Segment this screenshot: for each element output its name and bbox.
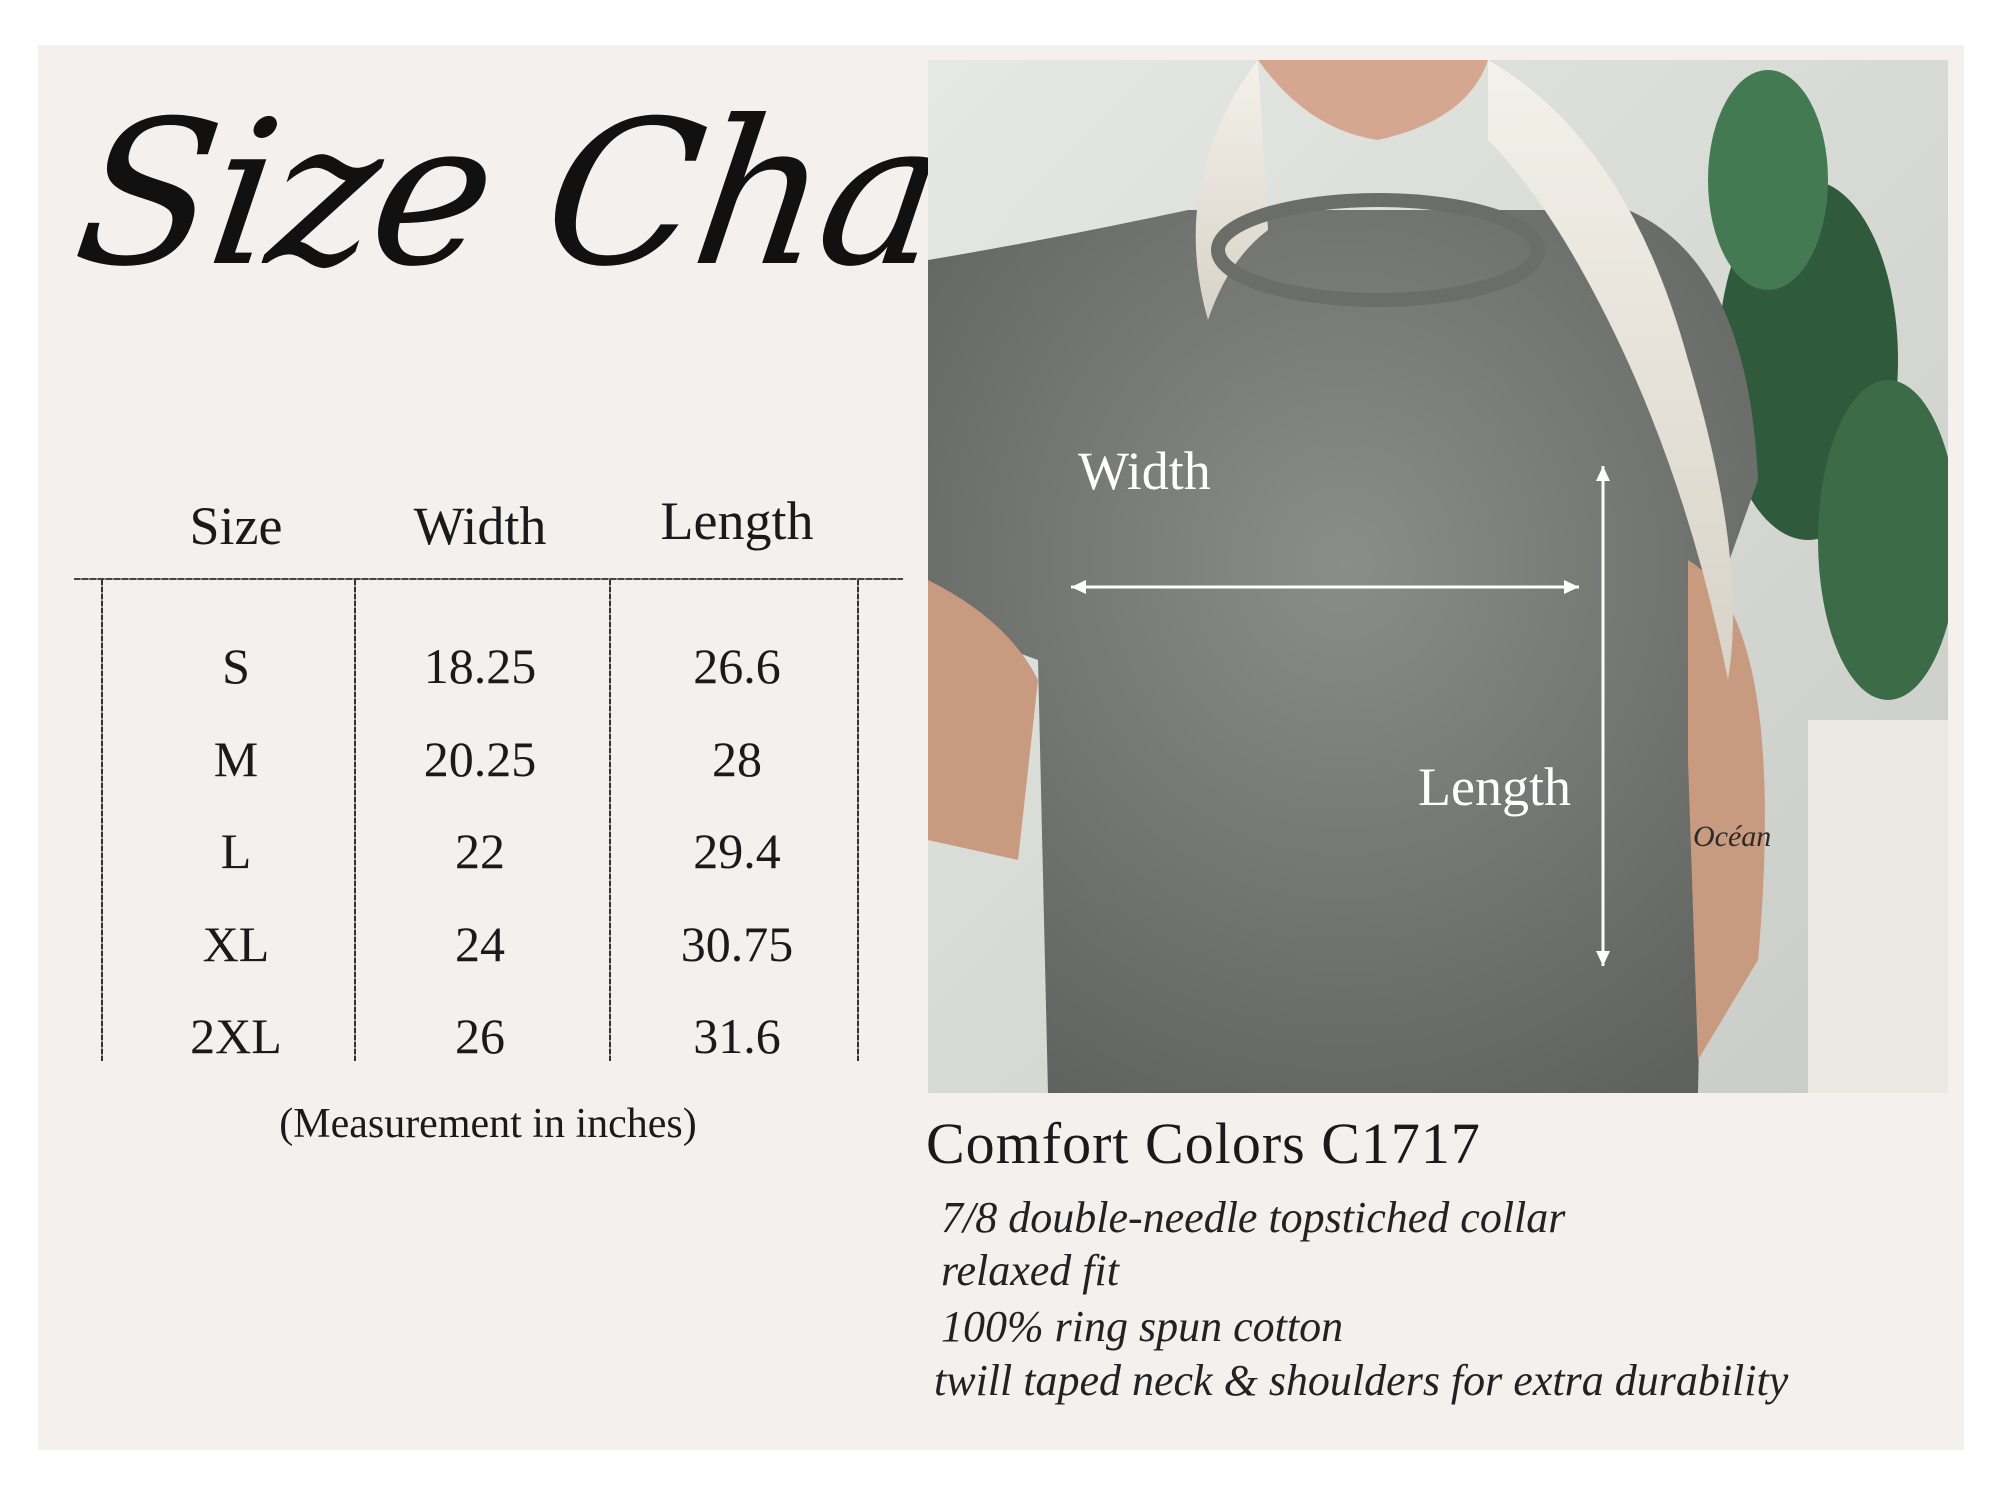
cell-length: 28 (712, 731, 762, 787)
feature-item: relaxed fit (941, 1246, 1119, 1295)
cell-length: 26.6 (693, 638, 781, 694)
table-column-divider (857, 580, 859, 1061)
table-header-divider (74, 578, 903, 580)
model-photo-illustration (928, 60, 1948, 1093)
product-name: Comfort Colors C1717 (926, 1111, 1481, 1176)
table-column-divider (101, 580, 103, 1061)
cell-size: 2XL (190, 1008, 282, 1064)
table-column-divider (609, 580, 611, 1061)
model-photo: Width Length Océan (928, 60, 1948, 1093)
cell-width: 18.25 (423, 638, 537, 694)
header-length: Length (660, 491, 814, 551)
cell-width: 26 (455, 1008, 505, 1064)
cell-length: 29.4 (693, 823, 781, 879)
tattoo-text: Océan (1693, 820, 1772, 853)
header-width: Width (413, 496, 547, 556)
cell-size: M (213, 731, 259, 787)
measurement-note: (Measurement in inches) (279, 1101, 697, 1147)
cell-width: 24 (455, 916, 505, 972)
length-label: Length (1418, 757, 1571, 817)
cell-width: 22 (455, 823, 505, 879)
cell-size: L (220, 823, 252, 879)
cell-width: 20.25 (423, 731, 537, 787)
feature-item: 100% ring spun cotton (941, 1302, 1344, 1351)
table-column-divider (354, 580, 356, 1061)
feature-item: 7/8 double-needle topstiched collar (941, 1193, 1566, 1242)
cell-size: S (222, 638, 250, 694)
feature-item: twill taped neck & shoulders for extra d… (934, 1356, 1789, 1405)
header-size: Size (189, 496, 283, 556)
cell-length: 31.6 (693, 1008, 781, 1064)
width-label: Width (1078, 441, 1211, 501)
cell-length: 30.75 (680, 916, 794, 972)
cell-size: XL (202, 916, 270, 972)
